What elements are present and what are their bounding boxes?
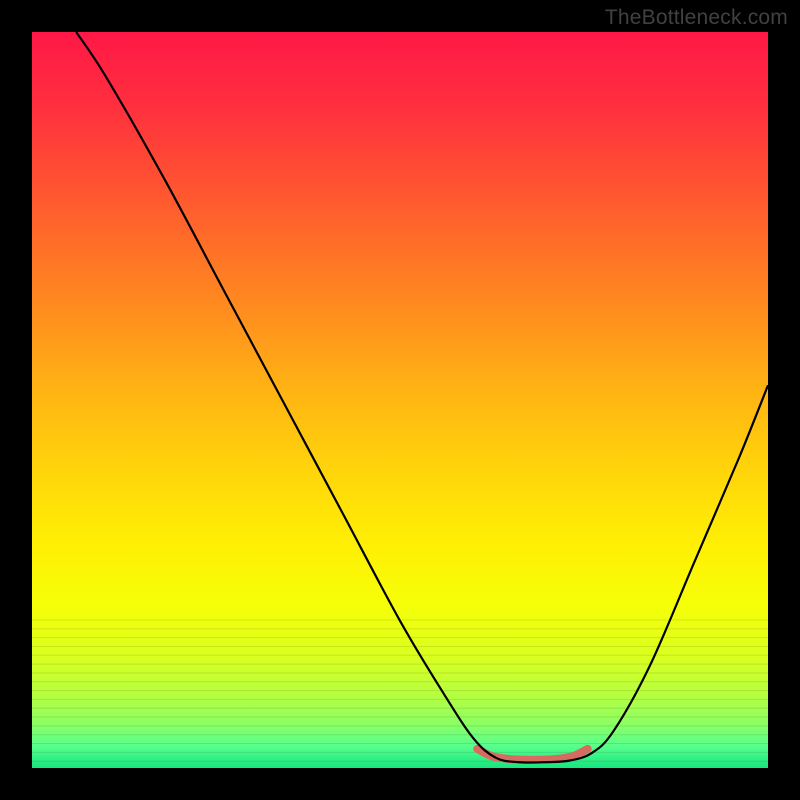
bottleneck-chart xyxy=(0,0,800,800)
chart-background-gradient xyxy=(32,32,768,768)
attribution-text: TheBottleneck.com xyxy=(605,6,788,30)
